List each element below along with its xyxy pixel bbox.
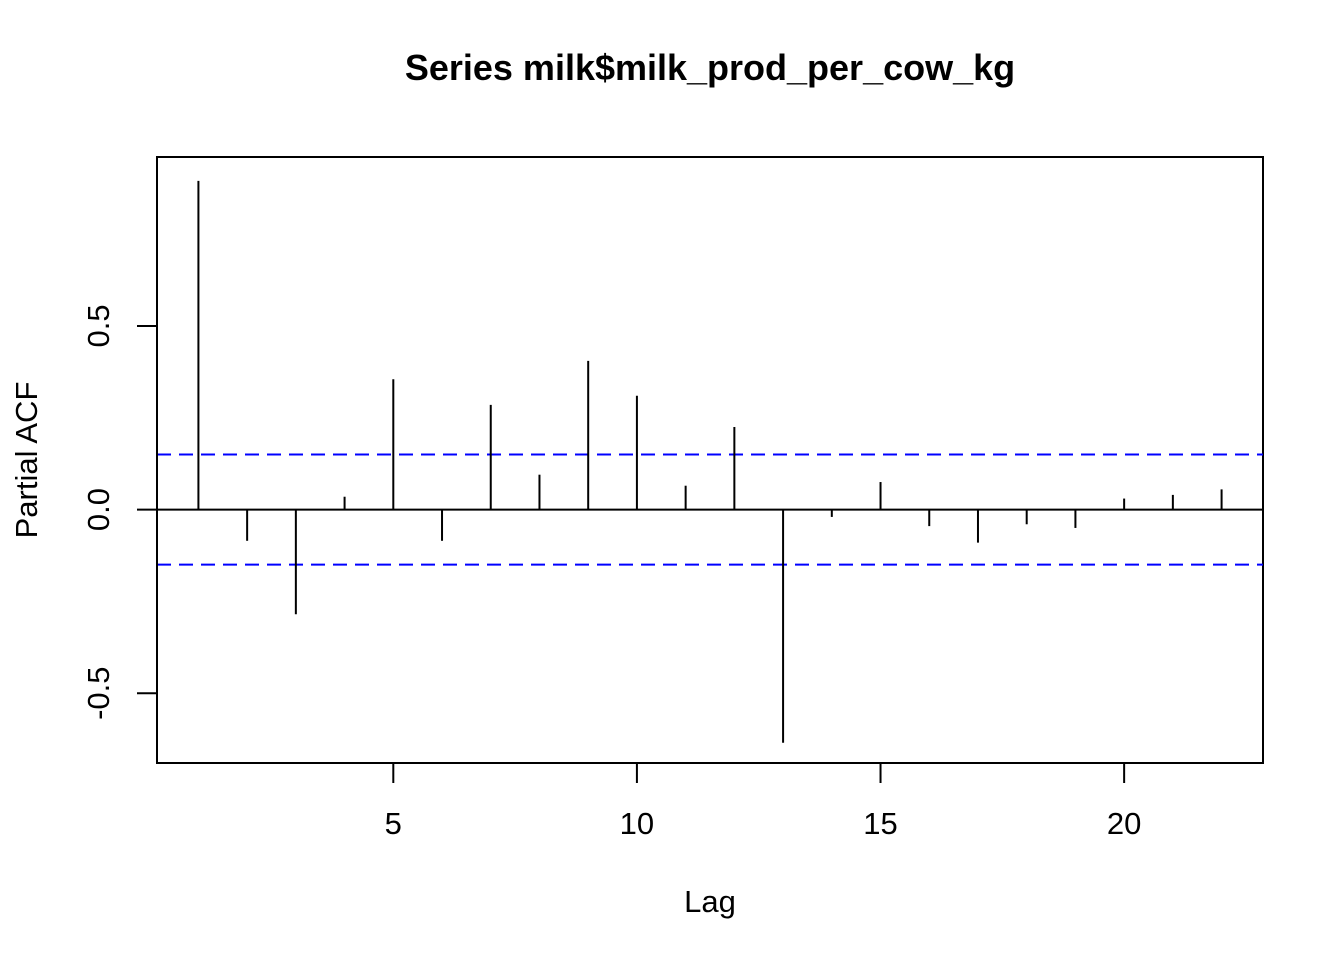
x-tick-label: 5 (385, 806, 402, 841)
plot-frame (156, 156, 1264, 764)
x-tick-label: 20 (1107, 806, 1141, 841)
x-tick-label: 15 (863, 806, 897, 841)
x-tick-label: 10 (620, 806, 654, 841)
y-tick-label: 0.0 (81, 488, 116, 531)
x-axis-title: Lag (684, 884, 736, 919)
y-tick-label: -0.5 (81, 667, 116, 720)
y-axis-title: Partial ACF (9, 382, 44, 539)
chart-marks: 5 10 15 20 -0.5 0.0 0.5 (81, 180, 1263, 841)
y-tick-label: 0.5 (81, 304, 116, 347)
chart-title: Series milk$milk_prod_per_cow_kg (405, 47, 1015, 88)
